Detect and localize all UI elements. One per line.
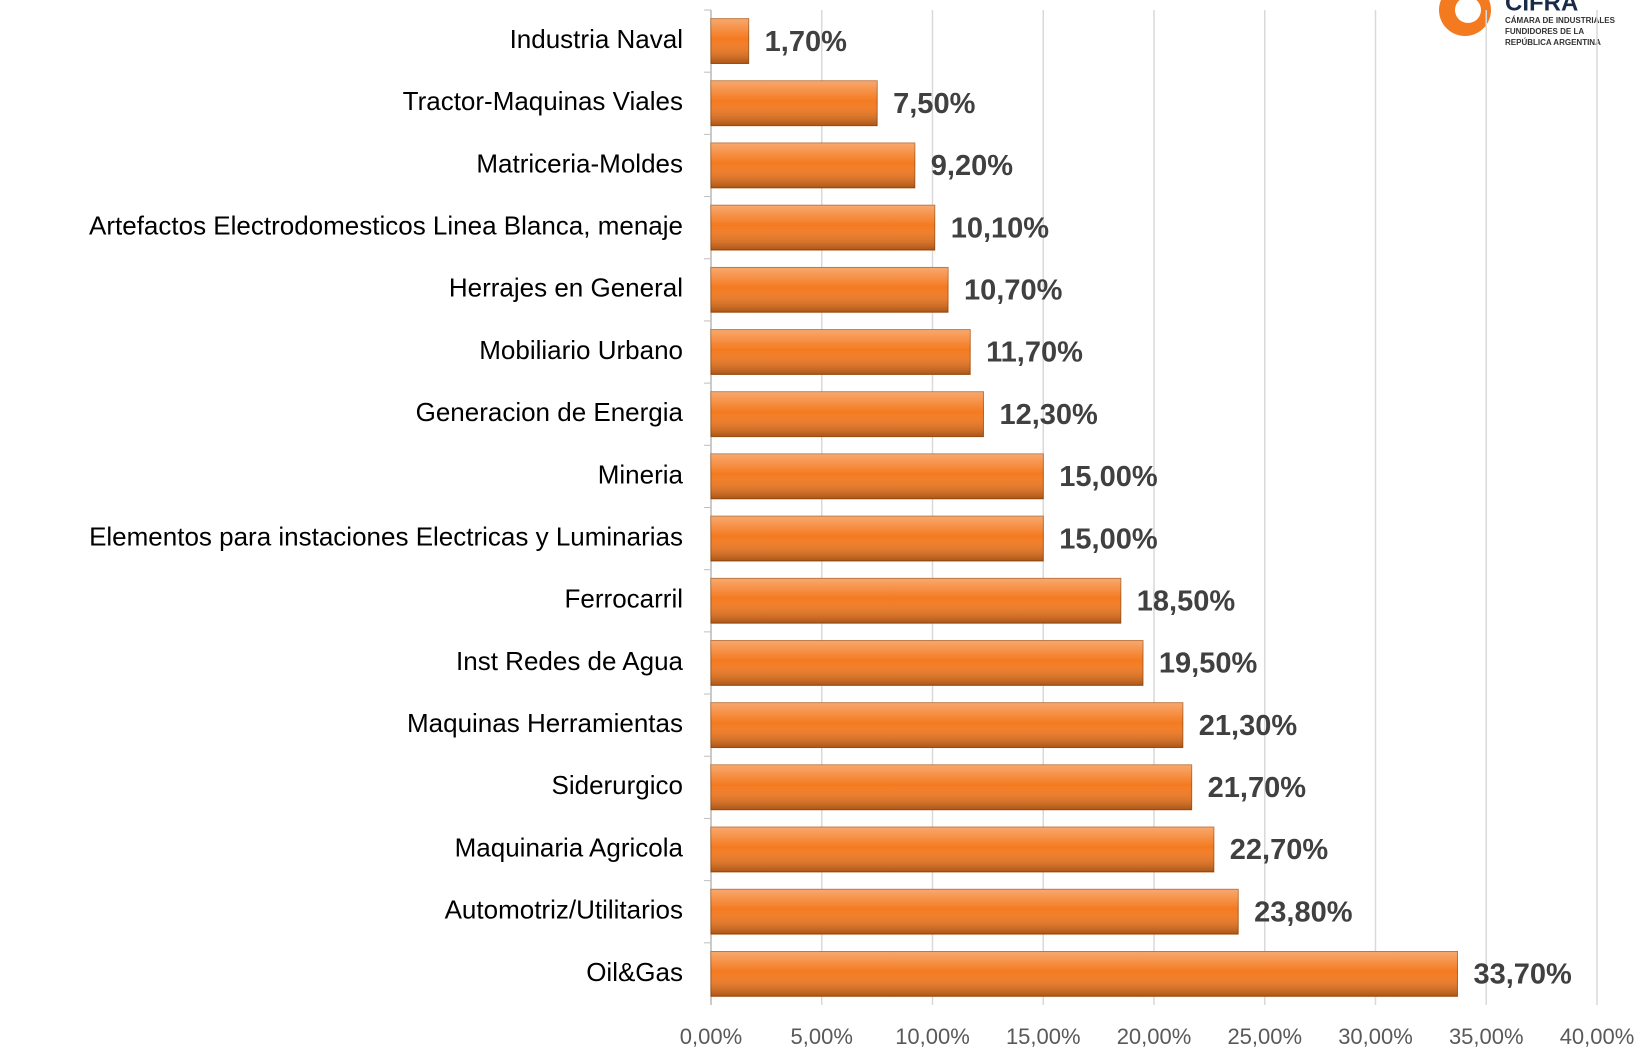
- value-label: 23,80%: [1254, 896, 1353, 928]
- bar-shade: [711, 578, 1121, 624]
- bar-shade: [711, 143, 915, 188]
- value-label: 10,70%: [964, 275, 1063, 307]
- bar-shade: [711, 18, 749, 64]
- y-tick-label: Tractor-Maquinas Viales: [403, 86, 683, 116]
- logo-text: REPÚBLICA ARGENTINA: [1505, 38, 1601, 47]
- bar-shade: [711, 454, 1044, 499]
- bar-shade: [711, 827, 1214, 872]
- x-tick-label: 25,00%: [1227, 1024, 1302, 1049]
- value-label: 22,70%: [1230, 834, 1329, 866]
- value-label: 9,20%: [931, 150, 1013, 182]
- value-label: 15,00%: [1059, 461, 1158, 493]
- y-tick-label: Generacion de Energia: [416, 397, 684, 427]
- value-label: 7,50%: [893, 88, 975, 120]
- y-tick-label: Matriceria-Moldes: [476, 148, 683, 178]
- y-tick-label: Artefactos Electrodomesticos Linea Blanc…: [89, 211, 683, 241]
- bar-shade: [711, 702, 1183, 748]
- y-tick-label: Inst Redes de Agua: [456, 646, 683, 676]
- logo-text: FUNDIDORES DE LA: [1505, 27, 1584, 36]
- x-tick-label: 5,00%: [791, 1024, 853, 1049]
- bar-shade: [711, 391, 984, 437]
- x-tick-label: 35,00%: [1449, 1024, 1524, 1049]
- value-label: 18,50%: [1137, 585, 1236, 617]
- x-tick-label: 10,00%: [895, 1024, 970, 1049]
- x-tick-label: 30,00%: [1338, 1024, 1413, 1049]
- bar-shade: [711, 889, 1239, 935]
- x-tick-label: 0,00%: [680, 1024, 742, 1049]
- y-tick-label: Mineria: [598, 459, 684, 489]
- value-label: 1,70%: [765, 26, 847, 58]
- y-tick-label: Automotriz/Utilitarios: [445, 895, 683, 925]
- value-label: 15,00%: [1059, 523, 1158, 555]
- bar-shade: [711, 516, 1044, 561]
- logo-icon-inner: [1455, 0, 1481, 23]
- bar-shade: [711, 267, 949, 313]
- y-tick-label: Elementos para instaciones Electricas y …: [89, 521, 683, 551]
- y-tick-label: Herrajes en General: [449, 273, 683, 303]
- y-tick-label: Siderurgico: [551, 770, 683, 800]
- y-tick-label: Maquinas Herramientas: [407, 708, 683, 738]
- y-tick-label: Industria Naval: [510, 24, 683, 54]
- y-tick-label: Maquinaria Agricola: [455, 832, 684, 862]
- bar-shade: [711, 329, 971, 375]
- x-tick-label: 20,00%: [1117, 1024, 1192, 1049]
- logo: CIFRA CÁMARA DE INDUSTRIALES FUNDIDORES …: [1439, 0, 1616, 47]
- value-label: 12,30%: [999, 399, 1098, 431]
- value-label: 33,70%: [1473, 959, 1572, 991]
- x-tick-label: 40,00%: [1560, 1024, 1635, 1049]
- bar-shade: [711, 80, 878, 126]
- logo-name: CIFRA: [1505, 0, 1578, 16]
- value-label: 10,10%: [951, 212, 1050, 244]
- bar-shade: [711, 951, 1458, 997]
- bar-shade: [711, 640, 1143, 686]
- x-tick-label: 15,00%: [1006, 1024, 1081, 1049]
- y-tick-label: Oil&Gas: [586, 957, 683, 987]
- value-label: 11,70%: [986, 337, 1083, 369]
- bar-shade: [711, 764, 1192, 810]
- y-tick-label: Mobiliario Urbano: [479, 335, 683, 365]
- y-tick-label: Ferrocarril: [565, 584, 683, 614]
- logo-text: CÁMARA DE INDUSTRIALES: [1505, 16, 1616, 25]
- bar-shade: [711, 205, 935, 251]
- value-label: 21,70%: [1208, 772, 1307, 804]
- value-label: 19,50%: [1159, 648, 1258, 680]
- value-label: 21,30%: [1199, 710, 1298, 742]
